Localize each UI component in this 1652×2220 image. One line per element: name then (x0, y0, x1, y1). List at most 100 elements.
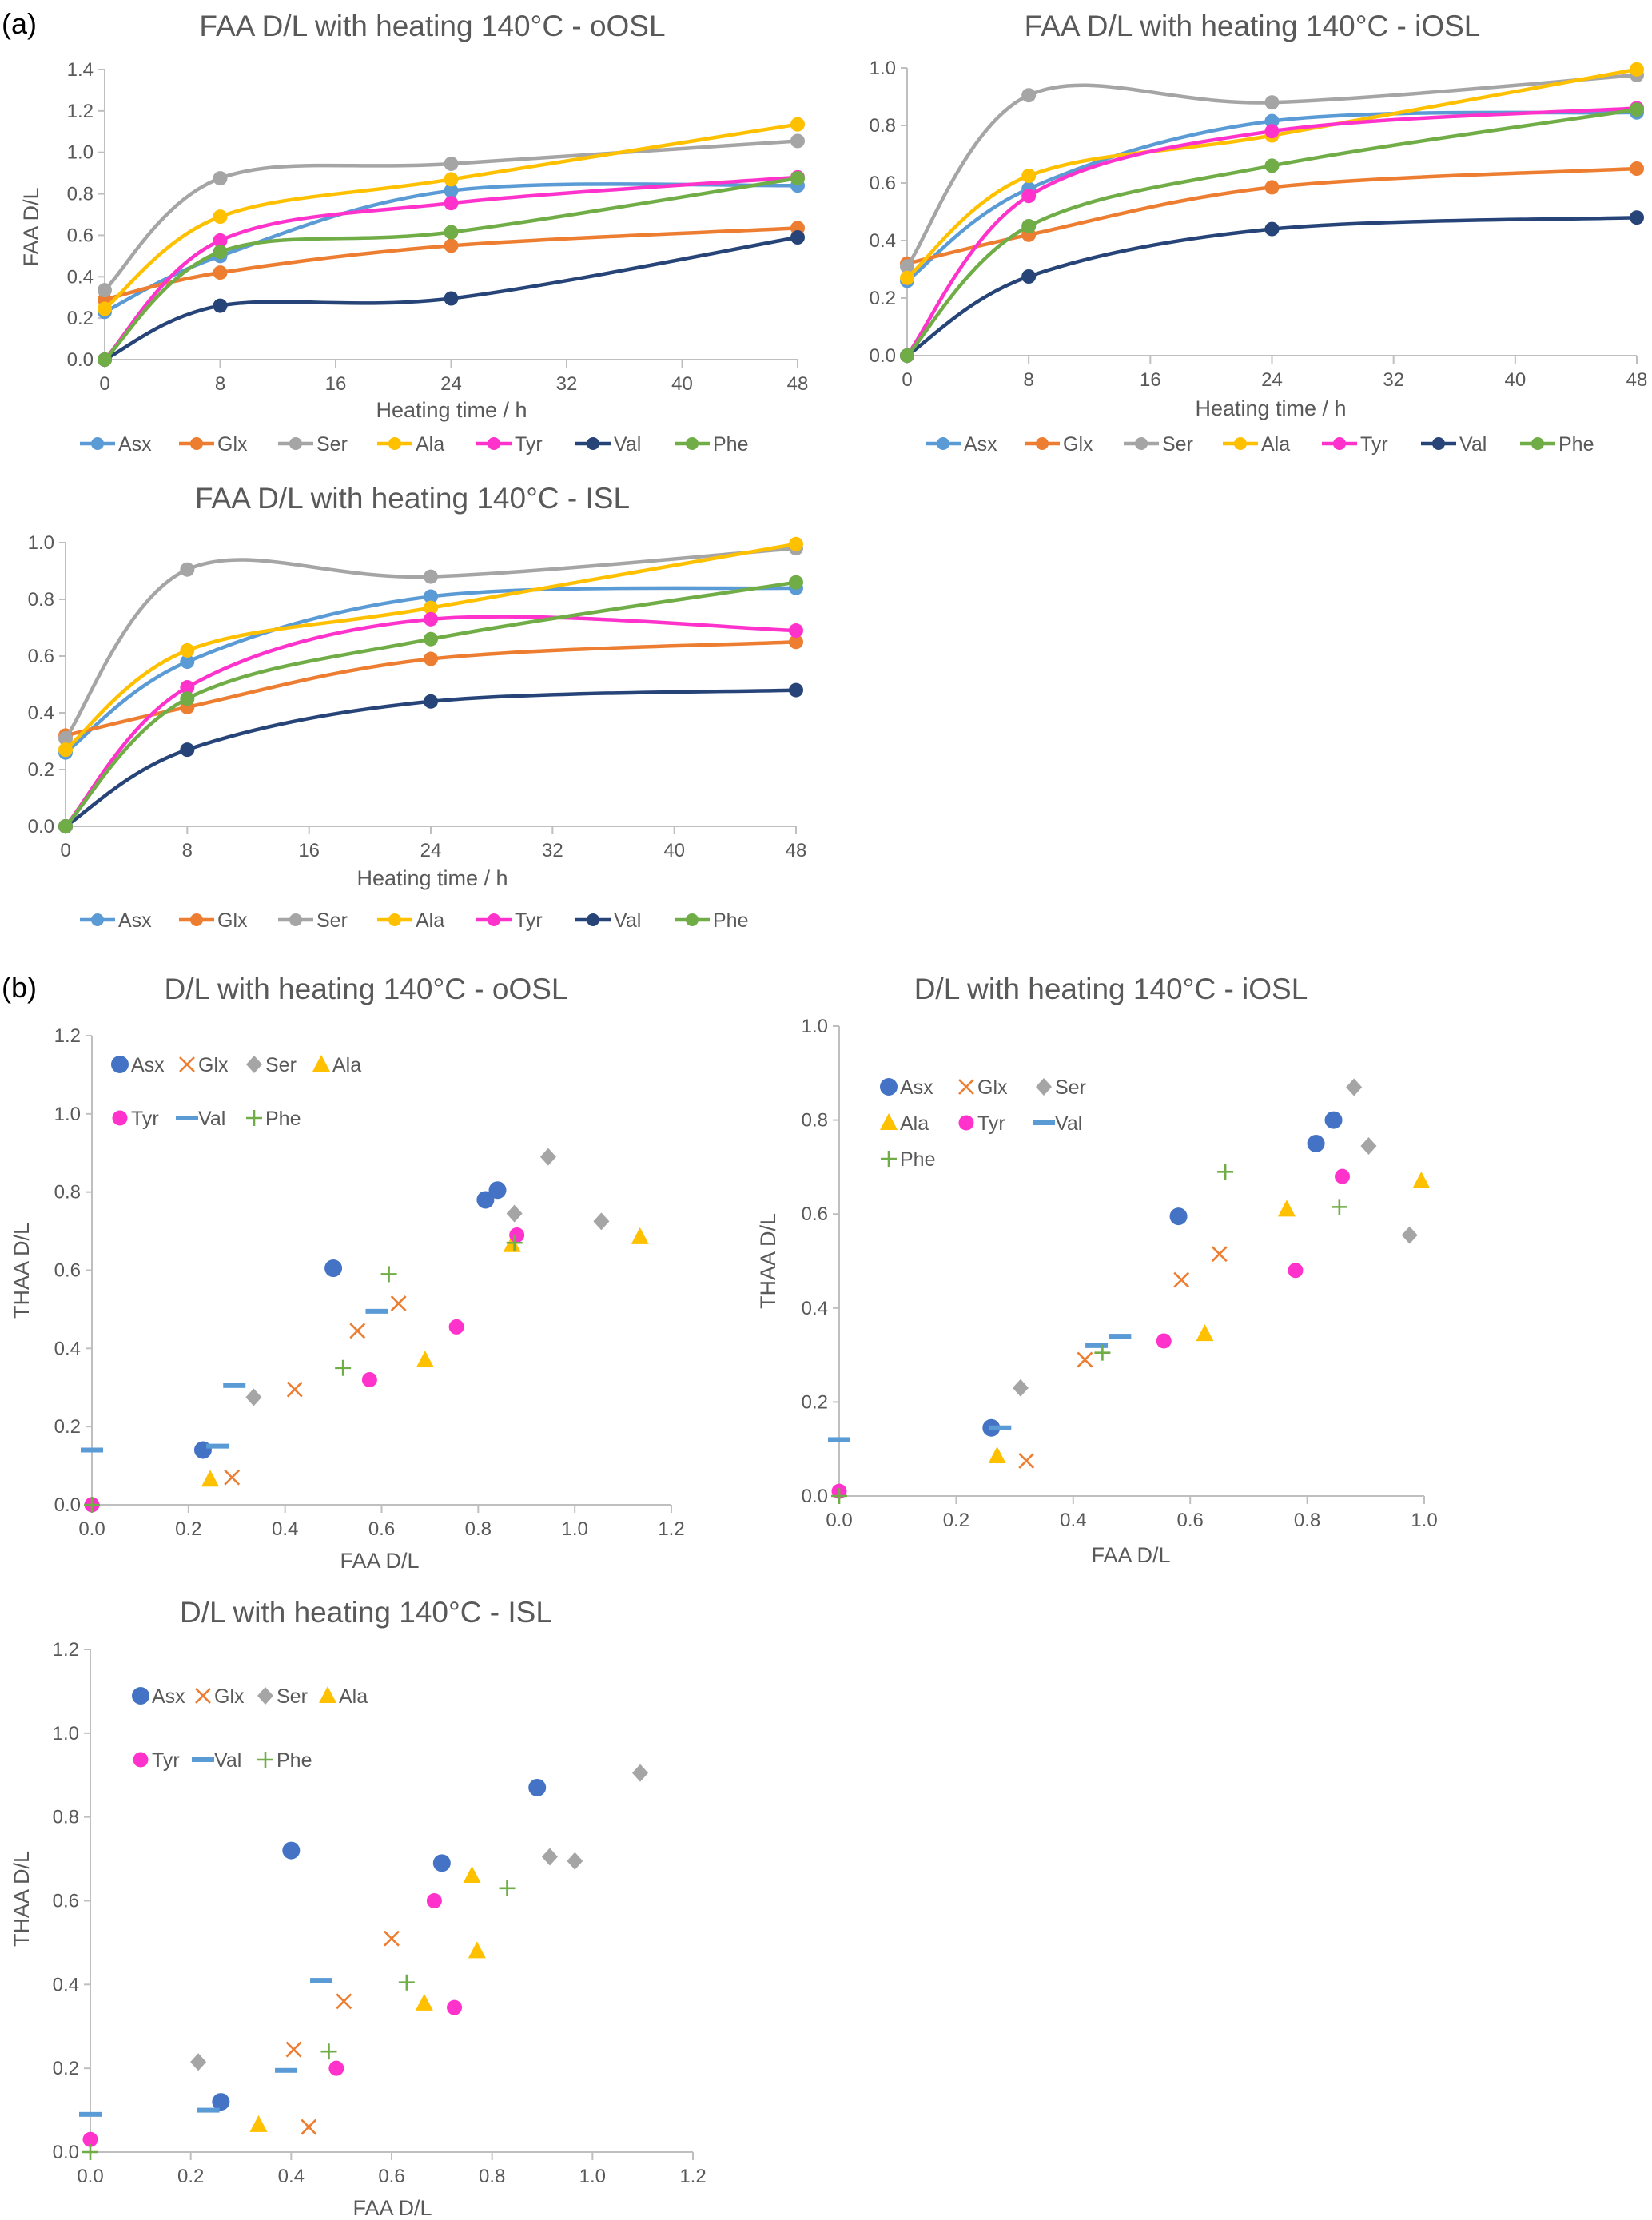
legend-marker (91, 913, 104, 926)
data-point-ser (1401, 1226, 1418, 1244)
legend-item-ala: Ala (1223, 433, 1290, 456)
data-point-ser (98, 283, 112, 298)
data-point-ser (444, 156, 459, 171)
legend-marker (587, 437, 599, 450)
data-point-phe (1094, 1344, 1111, 1361)
x-tick-label: 40 (1504, 369, 1526, 391)
data-point-tyr (1021, 189, 1037, 204)
data-point-glx (213, 265, 228, 280)
series-phe (84, 1235, 523, 1513)
data-point-phe (180, 691, 195, 706)
x-tick-label: 16 (325, 373, 347, 395)
x-tick-label: 40 (671, 373, 693, 395)
legend-marker (195, 1688, 211, 1704)
legend-label: Ala (416, 909, 444, 932)
x-tick-label: 32 (542, 840, 563, 861)
legend-item-glx: Glx (195, 1685, 245, 1708)
legend-marker (880, 1078, 898, 1096)
series-ser (245, 1148, 610, 1406)
data-point-ala (201, 1470, 220, 1487)
series-val (58, 682, 803, 833)
data-point-ala (180, 643, 195, 658)
x-tick-label: 0.0 (826, 1510, 852, 1531)
data-point-phe (789, 575, 803, 590)
data-point-val (275, 2067, 298, 2073)
data-point-tyr (328, 2060, 344, 2076)
data-point-ala (1196, 1324, 1214, 1342)
legend-item-asx: Asx (132, 1685, 185, 1708)
data-point-glx (1077, 1351, 1093, 1368)
y-tick-label: 0.8 (802, 1110, 828, 1132)
legend-label: Asx (900, 1076, 933, 1099)
y-tick-label: 1.4 (67, 59, 94, 81)
legend-label: Asx (152, 1685, 185, 1708)
series-line-val (64, 688, 797, 828)
legend-label: Phe (1558, 433, 1594, 456)
data-point-ser (58, 730, 73, 746)
legend-item-val: Val (575, 909, 641, 932)
data-point-val (197, 2107, 220, 2113)
data-point-ala (415, 1993, 433, 2011)
data-point-val (180, 742, 195, 758)
y-tick-label: 1.2 (67, 101, 94, 122)
y-tick-label: 0.8 (54, 1182, 81, 1203)
x-tick-label: 48 (787, 373, 809, 395)
legend-item-ala: Ala (319, 1685, 368, 1708)
series-line-phe (906, 107, 1638, 357)
legend-item-tyr: Tyr (112, 1108, 159, 1130)
legend-label: Phe (713, 433, 748, 456)
data-point-val (206, 1443, 229, 1449)
panel-label-a: (a) (2, 7, 37, 40)
data-point-tyr (1264, 124, 1280, 139)
panel-label-b: (b) (2, 971, 37, 1004)
legend-marker (1333, 437, 1346, 450)
legend-label: Phe (265, 1108, 301, 1130)
data-point-ala (249, 2115, 268, 2132)
data-point-val (213, 298, 228, 313)
legend-label: Val (614, 909, 641, 932)
legend-item-glx: Glx (179, 433, 248, 456)
legend-label: Tyr (515, 909, 543, 932)
series-line-tyr (906, 106, 1638, 357)
x-tick-label: 0.6 (1177, 1510, 1204, 1531)
legend-item-tyr: Tyr (1322, 433, 1388, 456)
data-point-phe (320, 2043, 337, 2060)
legend-marker (937, 437, 949, 450)
legend-label: Phe (713, 909, 748, 932)
data-point-asx (528, 1778, 547, 1796)
data-point-asx (432, 1854, 451, 1872)
data-point-val (81, 1447, 103, 1453)
data-point-asx (1324, 1111, 1343, 1129)
series-ser (1012, 1078, 1418, 1397)
legend-item-ser: Ser (1036, 1076, 1086, 1099)
legend-marker (246, 1110, 262, 1126)
chart-line-1: FAA D/L with heating 140°C - oOSL 0.0 0.2 0… (19, 10, 808, 456)
legend-marker (388, 913, 401, 926)
data-point-ala (988, 1446, 1006, 1464)
legend-item-val: Val (575, 433, 641, 456)
x-tick-label: 1.2 (658, 1518, 684, 1540)
x-axis-label: Heating time / h (356, 866, 508, 890)
x-tick-label: 0.6 (368, 1518, 395, 1540)
legend-marker (1036, 437, 1049, 450)
data-point-glx (424, 651, 438, 666)
data-point-ser (180, 562, 195, 577)
legend-item-val: Val (192, 1749, 241, 1772)
y-tick-label: 0.2 (53, 2058, 79, 2079)
data-point-ser (1264, 95, 1280, 110)
y-tick-label: 1.0 (802, 1016, 828, 1037)
y-tick-label: 0.4 (67, 266, 94, 288)
series-tyr (82, 1893, 463, 2147)
series-line-glx (65, 640, 797, 738)
series-line-ser (103, 139, 798, 292)
legend-marker (1036, 1078, 1052, 1096)
data-point-ser (190, 2053, 207, 2071)
y-tick-label: 0.0 (870, 345, 896, 367)
data-point-phe (98, 352, 112, 367)
legend-label: Glx (1063, 433, 1093, 456)
y-tick-label: 1.0 (28, 532, 54, 554)
data-point-val (310, 1978, 333, 1983)
legend-label: Ser (316, 433, 348, 456)
legend-item-ala: Ala (377, 433, 444, 456)
